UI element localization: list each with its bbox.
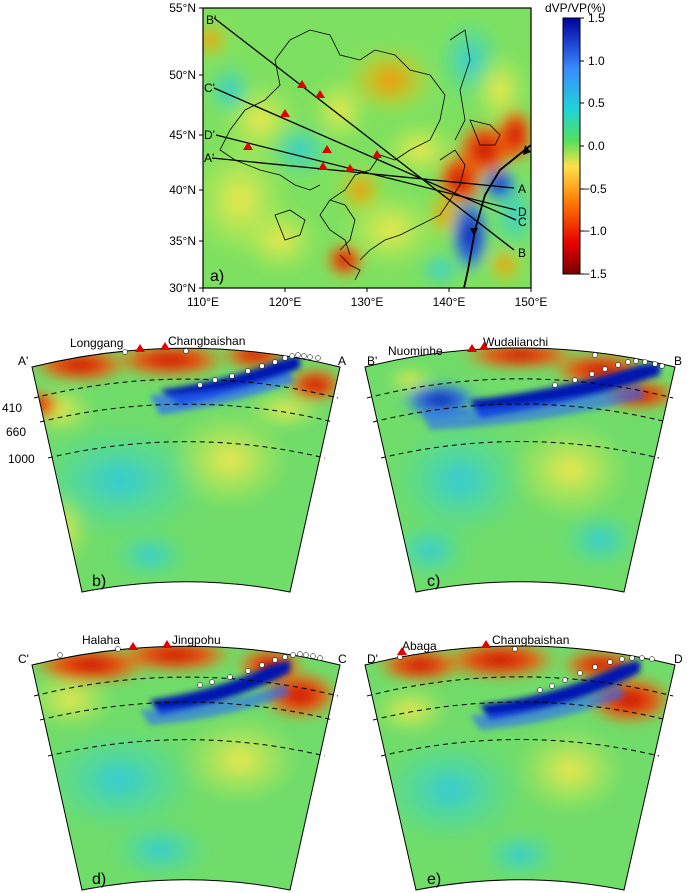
lat-tick: 40°N	[169, 183, 196, 197]
section-c-frame	[364, 347, 676, 593]
colorbar-tick: 1.5	[588, 11, 605, 25]
profile-start-label: A'	[204, 151, 214, 165]
section-e-frame	[364, 645, 676, 891]
volcano-label: Nuominhe	[388, 344, 443, 358]
section-b-velocity	[32, 348, 340, 592]
section-d-volcanoes	[128, 640, 172, 650]
volcano-label: Changbaishan	[492, 633, 569, 647]
lon-tick-labels: 110°E 120°E 130°E 140°E 150°E	[187, 295, 547, 309]
volcano-label: Longgang	[70, 336, 123, 350]
profile-labels: B' C' D' A' A D C B	[204, 13, 527, 260]
lon-tick: 110°E	[187, 295, 219, 309]
colorbar-tick: −1.0	[583, 224, 607, 238]
section-b-right-label: A	[338, 354, 346, 368]
section-b-volcanoes	[135, 342, 170, 352]
depth-label-1000: 1000	[8, 452, 35, 466]
volcano-label: Halaha	[82, 633, 120, 647]
panel-label-d: d)	[92, 871, 106, 888]
lon-tick: 130°E	[351, 295, 384, 309]
trench-line	[463, 144, 531, 288]
lat-tick: 35°N	[169, 234, 196, 248]
lon-tick: 150°E	[515, 295, 548, 309]
panel-label-a: a)	[210, 268, 224, 285]
lat-tick: 55°N	[169, 1, 196, 15]
colorbar-ticks	[580, 17, 584, 275]
depth-label-410: 410	[2, 401, 22, 415]
profile-lines	[211, 17, 517, 251]
section-c-discontinuities	[366, 378, 674, 459]
panel-label-c: c)	[427, 573, 440, 590]
panel-label-e: e)	[427, 871, 441, 888]
section-d-earthquakes	[57, 646, 323, 688]
lat-tick: 45°N	[169, 128, 196, 142]
depth-label-660: 660	[6, 425, 26, 439]
section-b: Longgang Changbaishan A' A 410 660 1000 …	[2, 334, 346, 593]
lat-tick: 50°N	[169, 68, 196, 82]
colorbar-tick-labels: 1.5 1.0 0.5 0.0 −0.5 −1.0 −1.5	[583, 11, 607, 281]
section-d-left-label: C'	[18, 652, 29, 666]
profile-start-label: C'	[204, 81, 215, 95]
section-e-right-label: D	[674, 652, 683, 666]
profile-end-label: D	[518, 205, 527, 219]
profile-end-label: A	[518, 182, 526, 196]
volcano-label: Wudalianchi	[483, 335, 548, 349]
profile-start-label: D'	[204, 128, 215, 142]
volcano-label: Abaga	[402, 639, 437, 653]
section-c: Nuominhe Wudalianchi B' B c)	[364, 335, 682, 593]
section-c-left-label: B'	[367, 354, 377, 368]
section-b-earthquakes	[122, 348, 321, 388]
section-e-volcanoes	[397, 640, 491, 655]
section-d-right-label: C	[338, 652, 347, 666]
trench-triangle	[523, 145, 531, 155]
colorbar-tick: −1.5	[583, 267, 607, 281]
profile-end-label: B	[518, 246, 526, 260]
lat-tick-labels: 55°N 50°N 45°N 40°N 35°N 30°N	[169, 1, 196, 295]
colorbar-title: dVP/VP(%)	[545, 1, 606, 15]
lat-tick-marks	[199, 7, 532, 292]
section-b-discontinuities	[33, 378, 339, 459]
colorbar-tick: −0.5	[583, 182, 607, 196]
section-e-left-label: D'	[367, 652, 378, 666]
lat-tick: 30°N	[169, 281, 196, 295]
section-c-volcanoes	[467, 342, 489, 352]
lon-tick: 120°E	[269, 295, 302, 309]
volcano-label: Changbaishan	[168, 334, 245, 348]
section-d: Halaha Jingpohu C' C d)	[18, 633, 347, 891]
colorbar-tick: 1.0	[588, 54, 605, 68]
trench-triangle	[470, 228, 478, 236]
colorbar-tick: 0.0	[588, 139, 605, 153]
section-e: Abaga Changbaishan D' D e)	[364, 633, 683, 891]
colorbar: dVP/VP(%) 1.5 1.0 0.5 0.0 −0.5 −1.0 −1.5	[545, 1, 607, 281]
coastlines	[219, 29, 501, 281]
volcano-label: Jingpohu	[172, 633, 221, 647]
section-b-frame	[31, 347, 341, 593]
panel-label-b: b)	[92, 573, 106, 590]
section-d-discontinuities	[33, 676, 339, 757]
section-c-earthquakes	[552, 352, 665, 388]
map-velocity-field	[203, 8, 531, 288]
section-c-velocity	[365, 347, 675, 592]
section-e-earthquakes	[397, 646, 655, 693]
section-b-left-label: A'	[18, 354, 28, 368]
map-volcanoes	[243, 80, 382, 172]
profile-start-label: B'	[206, 13, 216, 27]
section-d-velocity	[32, 646, 340, 890]
colorbar-gradient	[562, 17, 581, 275]
section-c-right-label: B	[674, 354, 682, 368]
map-panel: 55°N 50°N 45°N 40°N 35°N 30°N 110°E 120°…	[169, 1, 547, 309]
profile-end-label: C	[518, 215, 527, 229]
colorbar-tick: 0.5	[588, 96, 605, 110]
lon-tick: 140°E	[433, 295, 466, 309]
section-e-discontinuities	[366, 676, 674, 757]
